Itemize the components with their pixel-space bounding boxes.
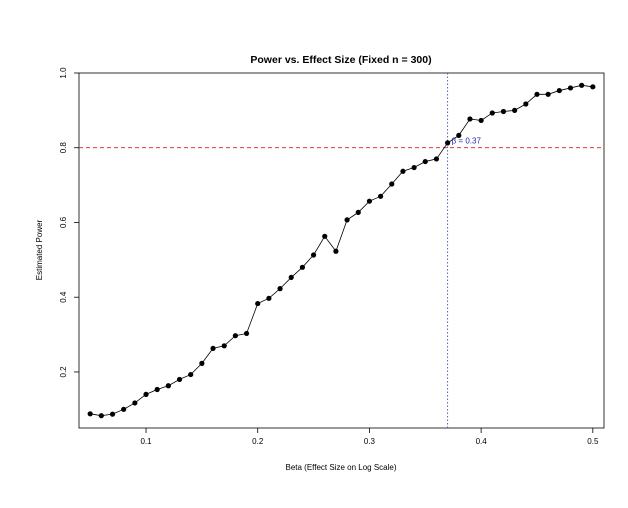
data-point bbox=[433, 156, 440, 162]
y-axis-label: Estimated Power bbox=[35, 219, 44, 280]
data-point bbox=[98, 413, 104, 419]
data-point bbox=[467, 116, 473, 122]
data-point bbox=[322, 233, 328, 239]
data-point bbox=[377, 193, 384, 199]
data-point bbox=[556, 87, 562, 94]
x-tick-label: 0.3 bbox=[364, 437, 376, 446]
y-axis: 0.2 0.4 0.6 0.8 1.0 bbox=[59, 67, 79, 378]
data-point bbox=[389, 181, 395, 187]
data-point bbox=[255, 300, 261, 307]
data-point bbox=[243, 330, 250, 337]
data-point bbox=[109, 411, 116, 417]
data-point bbox=[500, 108, 507, 115]
series-line bbox=[90, 84, 593, 417]
data-point bbox=[221, 343, 227, 349]
data-point bbox=[456, 132, 462, 139]
chart-title: Power vs. Effect Size (Fixed n = 300) bbox=[250, 54, 431, 66]
data-point bbox=[266, 295, 272, 301]
data-point bbox=[277, 286, 283, 292]
y-tick-label: 1.0 bbox=[59, 67, 68, 79]
x-tick-label: 0.2 bbox=[252, 437, 264, 446]
data-point bbox=[411, 164, 417, 171]
data-point bbox=[534, 91, 540, 97]
y-tick-label: 0.6 bbox=[59, 216, 68, 228]
data-point bbox=[176, 376, 183, 383]
data-point bbox=[199, 360, 205, 366]
data-point bbox=[445, 140, 451, 146]
data-point bbox=[288, 274, 294, 281]
data-point bbox=[366, 198, 373, 204]
data-point bbox=[579, 82, 585, 88]
y-tick-label: 0.8 bbox=[59, 142, 68, 154]
data-point bbox=[355, 209, 361, 215]
data-point bbox=[512, 107, 518, 113]
x-axis: 0.1 0.2 0.3 0.4 0.5 bbox=[140, 428, 599, 446]
data-point bbox=[478, 117, 484, 124]
data-point bbox=[489, 110, 495, 116]
data-point bbox=[143, 391, 149, 397]
y-tick-label: 0.4 bbox=[59, 291, 68, 303]
data-point bbox=[422, 158, 428, 165]
annotations: β = 0.37 bbox=[452, 137, 482, 146]
series-points bbox=[87, 82, 596, 419]
data-point bbox=[344, 217, 350, 223]
beta-annotation: β = 0.37 bbox=[452, 137, 482, 146]
y-tick-label: 0.2 bbox=[59, 366, 68, 378]
x-tick-label: 0.4 bbox=[476, 437, 488, 446]
x-tick-label: 0.1 bbox=[140, 437, 152, 446]
data-point bbox=[121, 406, 127, 412]
plot-area-border bbox=[78, 72, 605, 429]
data-point bbox=[210, 345, 216, 352]
data-point bbox=[165, 383, 171, 389]
data-point bbox=[232, 333, 238, 339]
data-point bbox=[310, 252, 317, 258]
data-point bbox=[188, 371, 194, 378]
data-point bbox=[523, 101, 529, 107]
data-point bbox=[590, 84, 596, 90]
data-point bbox=[132, 400, 138, 406]
data-point bbox=[400, 168, 406, 174]
data-point bbox=[333, 248, 339, 254]
data-point bbox=[299, 264, 306, 270]
data-point bbox=[567, 85, 574, 91]
reference-lines bbox=[79, 73, 604, 428]
x-axis-label: Beta (Effect Size on Log Scale) bbox=[285, 463, 396, 472]
data-point bbox=[87, 411, 93, 417]
data-point bbox=[545, 91, 551, 97]
power-curve-line bbox=[90, 84, 593, 417]
x-tick-label: 0.5 bbox=[587, 437, 599, 446]
data-point bbox=[154, 386, 160, 393]
